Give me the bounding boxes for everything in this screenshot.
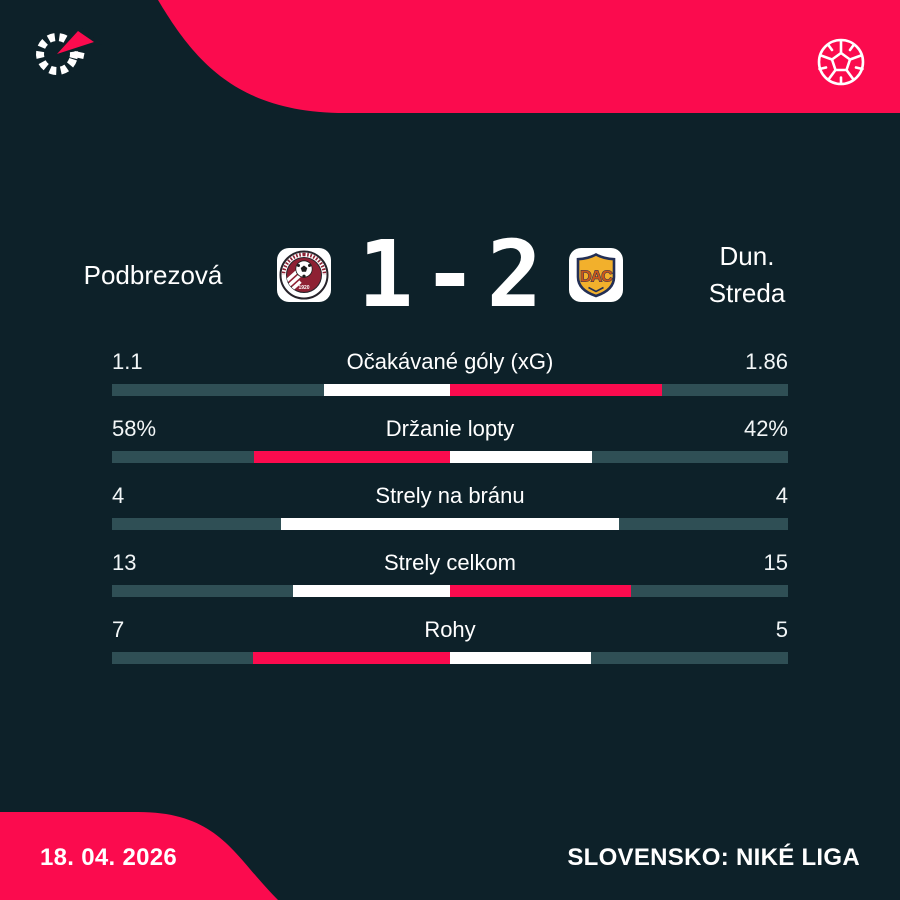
match-header: Podbrezová 1920 1 - 2 [0, 219, 900, 331]
stat-away-value: 42% [743, 416, 788, 441]
stat-bar-away-segment [450, 518, 619, 530]
stat-bar-home-segment [253, 451, 450, 463]
stat-bar-home-segment [252, 652, 450, 664]
match-statistics: 1.1 Očakávané góly (xG) 1.86 58% Držanie… [112, 347, 788, 682]
stat-label: Rohy [424, 617, 476, 642]
podbrezova-crest-icon: 1920 [279, 250, 329, 300]
stat-bar-away-segment [450, 652, 591, 664]
stat-row-total-shots: 13 Strely celkom 15 [112, 548, 788, 597]
stat-label: Strely na bránu [375, 483, 525, 508]
stat-home-value: 13 [112, 550, 137, 575]
stat-away-value: 4 [775, 483, 788, 508]
stat-bar [112, 384, 788, 396]
stat-away-value: 5 [775, 617, 788, 642]
stat-bar [112, 451, 788, 463]
home-score: 1 [357, 221, 414, 328]
stat-bar [112, 585, 788, 597]
stat-bar-home-segment [324, 384, 450, 396]
stat-bar-away-segment [450, 585, 632, 597]
match-date: 18. 04. 2026 [40, 844, 178, 871]
away-score: 2 [486, 221, 543, 328]
stat-row-xg: 1.1 Očakávané góly (xG) 1.86 [112, 347, 788, 396]
bottom-footer-band [0, 812, 278, 900]
flashscore-logo [30, 24, 102, 84]
away-team-crest: DAC [569, 248, 623, 302]
svg-text:DAC: DAC [580, 269, 613, 286]
stat-label: Držanie lopty [385, 416, 515, 441]
away-team-name-line2: Streda [708, 278, 786, 308]
stat-home-value: 7 [112, 617, 125, 642]
home-team-crest: 1920 [277, 248, 331, 302]
stat-row-corners: 7 Rohy 5 [112, 615, 788, 664]
stat-bar [112, 518, 788, 530]
svg-text:1920: 1920 [298, 285, 309, 291]
stat-bar [112, 652, 788, 664]
soccer-ball-icon [815, 36, 867, 88]
stat-bar-away-segment [450, 384, 663, 396]
top-header-band [158, 0, 900, 113]
stat-home-value: 4 [112, 483, 125, 508]
stat-bar-away-segment [450, 451, 592, 463]
stat-row-shots-on-target: 4 Strely na bránu 4 [112, 481, 788, 530]
stat-home-value: 1.1 [112, 349, 143, 374]
dac-crest-icon: DAC [576, 253, 616, 298]
stat-away-value: 1.86 [745, 349, 788, 374]
stat-bar-home-segment [281, 518, 450, 530]
stat-row-possession: 58% Držanie lopty 42% [112, 414, 788, 463]
stat-label: Strely celkom [383, 550, 517, 575]
stat-bar-home-segment [293, 585, 450, 597]
stat-home-value: 58% [112, 416, 157, 441]
score-separator: - [422, 221, 478, 328]
league-name: SLOVENSKO: NIKÉ LIGA [567, 844, 860, 871]
stat-label: Očakávané góly (xG) [346, 349, 554, 374]
match-score: 1 - 2 [355, 225, 545, 325]
home-team-name: Podbrezová [83, 259, 223, 290]
away-team-name-line1: Dun. [719, 241, 775, 271]
away-team-name: Dun. Streda [647, 238, 847, 312]
stat-away-value: 15 [763, 550, 788, 575]
